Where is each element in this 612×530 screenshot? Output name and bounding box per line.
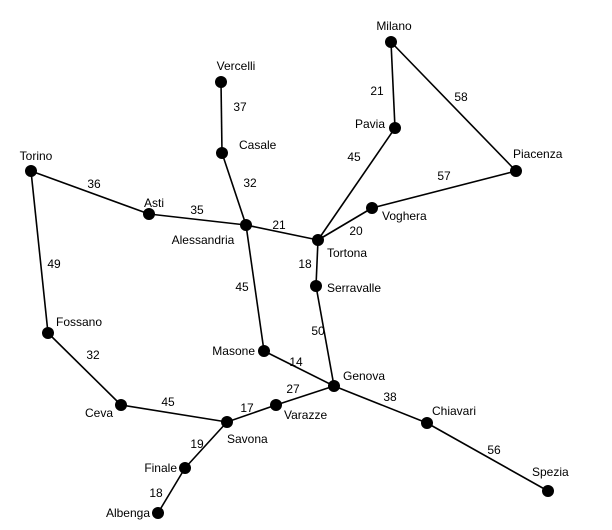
city-label-masone: Masone: [212, 344, 255, 358]
city-label-albenga: Albenga: [106, 506, 150, 520]
city-label-varazze: Varazze: [284, 408, 327, 422]
city-node-alessandria: [240, 219, 252, 231]
distance-label-piacenza-voghera: 57: [437, 169, 451, 183]
distance-label-savona-finale: 19: [190, 437, 204, 451]
road-asti-alessandria: [148, 213, 247, 226]
road-voghera-tortona: [317, 207, 373, 241]
city-label-casale: Casale: [239, 138, 277, 152]
road-piacenza-voghera: [371, 170, 517, 209]
road-milano-pavia: [390, 41, 396, 129]
distance-label-finale-albenga: 18: [149, 486, 163, 500]
city-node-serravalle: [310, 280, 322, 292]
road-torino-fossano: [30, 170, 49, 334]
city-node-voghera: [366, 202, 378, 214]
distance-label-genova-varazze: 27: [286, 382, 300, 396]
city-label-tortona: Tortona: [327, 246, 367, 260]
distance-label-alessandria-masone: 45: [235, 280, 249, 294]
city-node-ceva: [115, 399, 127, 411]
city-label-pavia: Pavia: [355, 117, 385, 131]
cities-layer: [25, 36, 554, 519]
distance-label-vercelli-casale: 37: [233, 100, 247, 114]
city-label-ceva: Ceva: [85, 406, 113, 420]
city-label-torino: Torino: [20, 149, 53, 163]
road-milano-piacenza: [390, 41, 517, 172]
city-label-vercelli: Vercelli: [217, 59, 256, 73]
city-node-piacenza: [510, 165, 522, 177]
road-tortona-serravalle: [315, 239, 319, 287]
city-node-chiavari: [421, 417, 433, 429]
distance-label-pavia-tortona: 45: [347, 150, 361, 164]
road-alessandria-masone: [245, 224, 265, 352]
road-fossano-ceva: [47, 332, 122, 406]
city-node-tortona: [312, 234, 324, 246]
distance-label-varazze-savona: 17: [240, 401, 254, 415]
city-node-spezia: [542, 485, 554, 497]
road-torino-asti: [30, 170, 150, 215]
distance-label-alessandria-tortona: 21: [272, 218, 286, 232]
distance-label-genova-chiavari: 38: [383, 390, 397, 404]
city-labels-layer: Milano Vercelli Pavia Casale Piacenza Torino A…: [20, 19, 569, 520]
city-label-fossano: Fossano: [56, 315, 102, 329]
road-alessandria-tortona: [245, 224, 319, 241]
distance-label-torino-fossano: 49: [47, 257, 61, 271]
road-genova-varazze: [275, 385, 335, 406]
city-node-albenga: [152, 507, 164, 519]
road-masone-genova: [263, 350, 335, 387]
city-node-torino: [25, 165, 37, 177]
city-node-casale: [216, 147, 228, 159]
city-label-alessandria: Alessandria: [172, 233, 235, 247]
city-node-varazze: [270, 399, 282, 411]
distance-label-torino-asti: 36: [87, 177, 101, 191]
road-savona-finale: [184, 421, 228, 469]
city-node-finale: [179, 462, 191, 474]
road-vercelli-casale: [220, 81, 223, 154]
city-node-pavia: [389, 122, 401, 134]
city-node-savona: [221, 416, 233, 428]
distance-label-serravalle-genova: 50: [311, 324, 325, 338]
city-label-finale: Finale: [144, 461, 177, 475]
distance-labels-layer: 21 58 37 32 45 57 20 36 35 21 18 49 45 50 32 14 27 38 45 17…: [47, 84, 501, 500]
city-label-chiavari: Chiavari: [432, 404, 476, 418]
distance-label-tortona-serravalle: 18: [298, 257, 312, 271]
road-serravalle-genova: [315, 285, 335, 387]
city-label-asti: Asti: [144, 196, 164, 210]
road-genova-chiavari: [333, 385, 428, 424]
road-ceva-savona: [120, 404, 228, 423]
city-label-milano: Milano: [376, 19, 412, 33]
distance-label-asti-alessandria: 35: [190, 203, 204, 217]
distance-label-chiavari-spezia: 56: [487, 443, 501, 457]
distance-label-masone-genova: 14: [289, 355, 303, 369]
city-node-fossano: [42, 327, 54, 339]
city-node-asti: [143, 208, 155, 220]
city-node-genova: [328, 380, 340, 392]
road-varazze-savona: [226, 404, 277, 423]
city-node-vercelli: [215, 76, 227, 88]
road-finale-albenga: [157, 467, 186, 514]
city-node-masone: [258, 345, 270, 357]
city-node-milano: [385, 36, 397, 48]
city-label-piacenza: Piacenza: [513, 147, 563, 161]
road-casale-alessandria: [221, 152, 247, 226]
city-label-spezia: Spezia: [532, 465, 569, 479]
city-label-voghera: Voghera: [382, 209, 427, 223]
road-pavia-tortona: [317, 127, 396, 241]
distance-label-casale-alessandria: 32: [243, 176, 257, 190]
distance-label-fossano-ceva: 32: [86, 348, 100, 362]
distance-label-milano-piacenza: 58: [454, 90, 468, 104]
city-label-genova: Genova: [343, 369, 385, 383]
city-label-savona: Savona: [227, 432, 268, 446]
distance-label-voghera-tortona: 20: [349, 224, 363, 238]
distance-label-ceva-savona: 45: [161, 395, 175, 409]
distance-label-milano-pavia: 21: [370, 84, 384, 98]
road-chiavari-spezia: [426, 422, 549, 492]
roads-layer: [30, 41, 549, 514]
city-label-serravalle: Serravalle: [327, 281, 381, 295]
